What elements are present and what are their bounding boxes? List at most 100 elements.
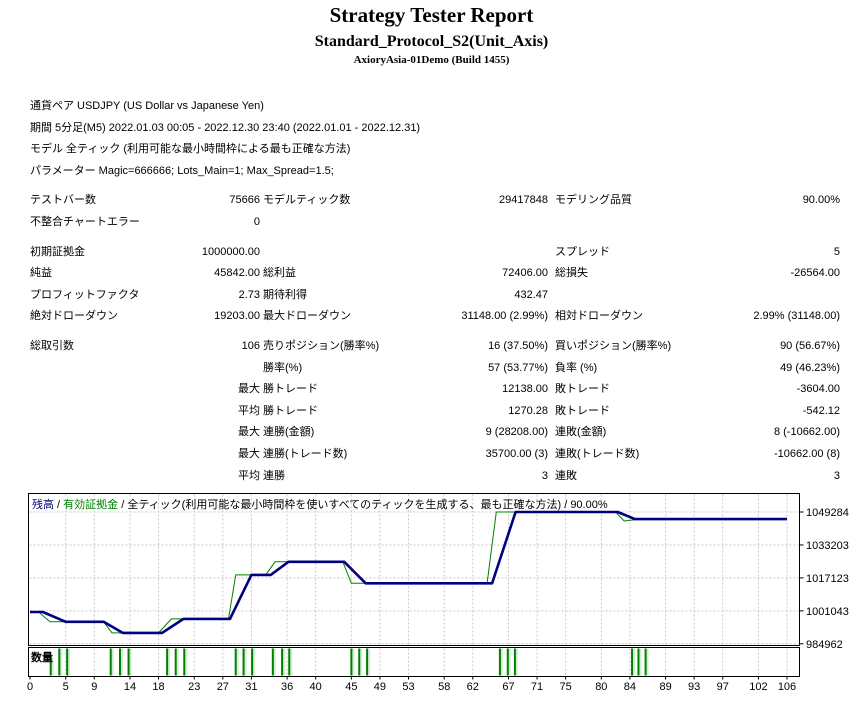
param-row-parameters: パラメーター Magic=666666; Lots_Main=1; Max_Sp…	[30, 161, 863, 183]
stat-cell	[555, 212, 700, 234]
legend-separator: /	[561, 499, 571, 511]
stat-cell: 平均	[238, 404, 260, 417]
params-table: 通貨ペア USDJPY (US Dollar vs Japanese Yen) …	[30, 96, 863, 182]
x-tick-label: 5	[63, 681, 69, 693]
stat-cell: 45842.00	[214, 267, 260, 280]
stat-cell	[30, 401, 160, 423]
x-tick-label: 40	[310, 681, 322, 693]
stats-row: 平均 連勝 3 連敗 3	[30, 466, 863, 488]
stat-cell: 1270.28	[508, 404, 548, 417]
param-row-period: 期間 5分足(M5) 2022.01.03 00:05 - 2022.12.30…	[30, 118, 863, 140]
x-tick-label: 62	[467, 681, 479, 693]
x-tick-label: 97	[717, 681, 729, 693]
stat-cell: 連勝(トレード数)	[263, 447, 348, 460]
stat-cell: 連敗(金額)	[555, 426, 607, 439]
legend-separator: /	[118, 499, 128, 511]
param-row-model: モデル 全ティック (利用可能な最小時間枠による最も正確な方法)	[30, 139, 863, 161]
stat-cell	[555, 285, 700, 307]
stat-cell: 106	[241, 339, 260, 352]
stat-cell	[700, 212, 840, 234]
stat-cell: -26564.00	[790, 267, 840, 280]
stat-cell: 最大	[238, 447, 260, 460]
y-tick-label: 1017123	[806, 573, 849, 585]
stat-cell	[30, 379, 160, 401]
stat-cell: 純益	[30, 267, 52, 280]
stat-cell	[160, 358, 260, 380]
stat-cell: 5	[833, 245, 840, 258]
chart-legend: 残高 / 有効証拠金 / 全ティック(利用可能な最小時間枠を使いすべてのティック…	[32, 496, 608, 512]
stat-cell: 19203.00	[214, 310, 260, 323]
stat-cell: 57 (53.77%)	[488, 361, 548, 374]
expert-name: Standard_Protocol_S2(Unit_Axis)	[314, 33, 549, 50]
stat-cell: 勝率(%)	[263, 361, 303, 374]
stat-cell: プロフィットファクタ	[30, 288, 140, 301]
x-tick-label: 67	[502, 681, 514, 693]
stats-row: 平均 勝トレード 1270.28 敗トレード -542.12	[30, 401, 863, 423]
stats-row: 最大 連勝(金額) 9 (28208.00) 連敗(金額) 8 (-10662.00)	[30, 422, 863, 444]
stat-cell: 9 (28208.00)	[485, 426, 548, 439]
stats-row: 不整合チャートエラー 0	[30, 212, 863, 234]
stat-cell: 勝トレード	[263, 404, 318, 417]
param-value: Magic=666666; Lots_Main=1; Max_Spread=1.…	[98, 164, 334, 177]
stat-cell: 12138.00	[502, 383, 548, 396]
legend-balance-label: 残高	[32, 499, 54, 511]
balance-line	[30, 510, 787, 635]
stats-row: 最大 勝トレード 12138.00 敗トレード -3604.00	[30, 379, 863, 401]
stat-cell: モデリング品質	[555, 194, 632, 207]
x-tick-label: 27	[217, 681, 229, 693]
param-row-symbol: 通貨ペア USDJPY (US Dollar vs Japanese Yen)	[30, 96, 863, 118]
stat-cell: 不整合チャートエラー	[30, 215, 140, 228]
x-tick-label: 0	[27, 681, 33, 693]
stats-table: テストバー数 75666 モデルティック数 29417848 モデリング品質 90.00%…	[30, 190, 863, 487]
x-tick-label: 84	[624, 681, 636, 693]
stat-cell: 連敗(トレード数)	[555, 447, 640, 460]
x-tick-label: 106	[778, 681, 796, 693]
stat-cell: 3	[541, 469, 548, 482]
stats-row: 勝率(%) 57 (53.77%) 負率 (%) 49 (46.23%)	[30, 358, 863, 380]
stat-cell: 31148.00 (2.99%)	[461, 310, 548, 323]
stat-cell: 期待利得	[263, 288, 307, 301]
legend-quality: 90.00%	[570, 499, 608, 511]
stat-cell: 絶対ドローダウン	[30, 310, 118, 323]
x-tick-label: 89	[659, 681, 671, 693]
x-tick-label: 9	[91, 681, 97, 693]
equity-line	[30, 511, 787, 634]
param-value: 全ティック (利用可能な最小時間枠による最も正確な方法)	[66, 143, 351, 156]
stats-section: 総取引数 106 売りポジション(勝率%) 16 (37.50%) 買いポジション(勝率…	[30, 336, 863, 487]
stat-cell: 432.47	[514, 288, 548, 301]
stat-cell: 総損失	[555, 267, 588, 280]
stat-cell: モデルティック数	[263, 194, 351, 207]
stat-cell	[30, 466, 160, 488]
stats-row: テストバー数 75666 モデルティック数 29417848 モデリング品質 90.00%	[30, 190, 863, 212]
stats-row: 絶対ドローダウン 19203.00 最大ドローダウン 31148.00 (2.99%)…	[30, 306, 863, 328]
param-label: 通貨ペア	[30, 100, 74, 112]
stat-cell: 35700.00 (3)	[485, 447, 548, 460]
stat-cell: 最大	[238, 426, 260, 439]
stat-cell: 平均	[238, 469, 260, 482]
legend-equity-label: 有効証拠金	[63, 499, 119, 511]
x-tick-label: 71	[531, 681, 543, 693]
stat-cell: 敗トレード	[555, 383, 610, 396]
param-label: モデル	[30, 143, 63, 156]
stat-cell: 90.00%	[802, 194, 840, 207]
x-tick-label: 102	[749, 681, 767, 693]
stat-cell: テストバー数	[30, 194, 96, 207]
stats-row: 総取引数 106 売りポジション(勝率%) 16 (37.50%) 買いポジション(勝率…	[30, 336, 863, 358]
stat-cell: スプレッド	[555, 245, 610, 258]
stat-cell: 2.99% (31148.00)	[753, 310, 840, 323]
stat-cell: 75666	[229, 194, 260, 207]
x-tick-label: 75	[559, 681, 571, 693]
stats-row: 初期証拠金 1000000.00 スプレッド 5	[30, 242, 863, 264]
stat-cell: 敗トレード	[555, 404, 610, 417]
stat-cell	[30, 422, 160, 444]
stat-cell: 最大	[238, 383, 260, 396]
stat-cell	[30, 358, 160, 380]
stat-cell	[30, 444, 160, 466]
stat-cell: 連敗	[555, 469, 577, 482]
stat-cell: 8 (-10662.00)	[773, 426, 840, 439]
stat-cell	[408, 212, 548, 234]
x-tick-label: 31	[245, 681, 257, 693]
stat-cell: 勝トレード	[263, 383, 318, 396]
stat-cell: 29417848	[499, 194, 548, 207]
param-value: 5分足(M5) 2022.01.03 00:05 - 2022.12.30 23…	[55, 121, 421, 134]
